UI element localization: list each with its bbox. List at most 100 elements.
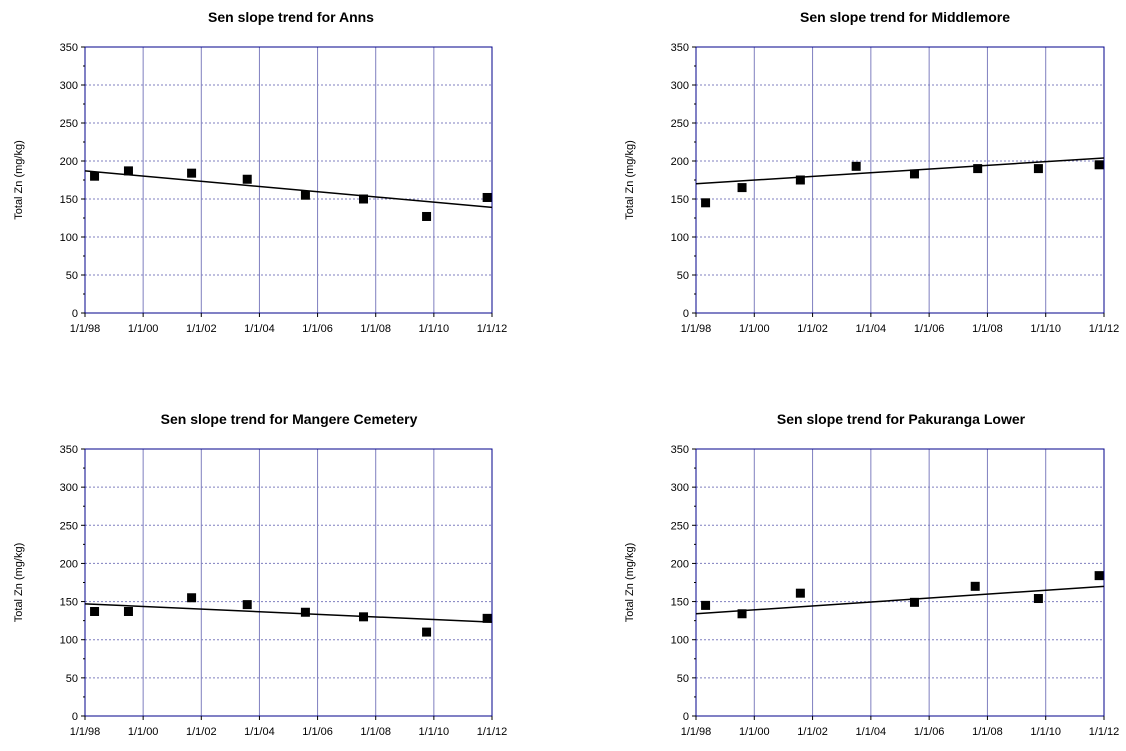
x-tick-label: 1/1/04	[856, 726, 887, 738]
x-tick-label: 1/1/98	[681, 726, 712, 738]
trend-line	[84, 603, 493, 623]
chart-panel: Sen slope trend for Pakuranga Lower 0 50 10…	[624, 411, 1119, 738]
data-point	[90, 171, 100, 181]
x-tick-label: 1/1/98	[681, 323, 712, 335]
x-tick-label: 1/1/08	[972, 726, 1003, 738]
chart-title: Sen slope trend for Middlemore	[800, 9, 1010, 25]
data-point	[123, 166, 133, 176]
x-tick-label: 1/1/12	[1089, 323, 1120, 335]
x-tick-label: 1/1/00	[128, 726, 159, 738]
y-tick-label: 350	[60, 42, 78, 54]
y-tick-label: 350	[671, 444, 689, 456]
data-point	[482, 613, 492, 623]
data-point	[1033, 164, 1043, 174]
data-point	[909, 169, 919, 179]
x-tick-label: 1/1/06	[302, 726, 333, 738]
y-tick-label: 300	[671, 80, 689, 92]
x-tick-label: 1/1/02	[186, 726, 217, 738]
y-axis-label: Total Zn (mg/kg)	[13, 140, 25, 219]
y-tick-label: 250	[671, 118, 689, 130]
data-point	[701, 198, 711, 208]
x-tick-label: 1/1/08	[360, 726, 391, 738]
x-tick-label: 1/1/08	[360, 323, 391, 335]
data-point	[300, 190, 310, 200]
x-tick-label: 1/1/04	[856, 323, 887, 335]
x-tick-label: 1/1/02	[797, 323, 828, 335]
y-tick-label: 150	[671, 597, 689, 609]
y-tick-label: 0	[683, 308, 689, 320]
y-tick-label: 0	[72, 308, 78, 320]
y-tick-label: 300	[60, 80, 78, 92]
x-tick-label: 1/1/02	[797, 726, 828, 738]
data-point	[187, 593, 197, 603]
y-tick-label: 200	[60, 156, 78, 168]
y-tick-label: 300	[60, 482, 78, 494]
data-point	[90, 606, 100, 616]
x-tick-label: 1/1/04	[244, 726, 275, 738]
data-point	[737, 183, 747, 193]
x-tick-label: 1/1/00	[739, 726, 770, 738]
x-tick-label: 1/1/04	[244, 323, 275, 335]
y-axis-label: Total Zn (mg/kg)	[624, 543, 636, 622]
x-tick-label: 1/1/10	[1030, 323, 1061, 335]
x-tick-label: 1/1/12	[1089, 726, 1120, 738]
x-tick-label: 1/1/00	[128, 323, 159, 335]
data-point	[737, 609, 747, 619]
data-point	[1033, 594, 1043, 604]
y-tick-label: 0	[72, 711, 78, 723]
x-tick-label: 1/1/08	[972, 323, 1003, 335]
y-tick-label: 250	[671, 520, 689, 532]
x-tick-label: 1/1/12	[477, 726, 508, 738]
plot-area-border	[84, 448, 493, 717]
y-tick-label: 50	[677, 270, 689, 282]
chart-title: Sen slope trend for Anns	[208, 9, 374, 25]
y-tick-label: 250	[60, 520, 78, 532]
data-point	[482, 192, 492, 202]
y-tick-label: 200	[60, 558, 78, 570]
y-tick-label: 150	[60, 597, 78, 609]
data-point	[701, 600, 711, 610]
y-tick-label: 200	[671, 156, 689, 168]
plot-area-border	[695, 448, 1105, 717]
y-tick-label: 100	[671, 635, 689, 647]
y-axis-label: Total Zn (mg/kg)	[624, 140, 636, 219]
chart-panel: Sen slope trend for Mangere Cemetery 0 50 1…	[13, 411, 507, 738]
data-point	[359, 194, 369, 204]
data-point	[1094, 160, 1104, 170]
x-tick-label: 1/1/98	[70, 323, 101, 335]
data-point	[1094, 571, 1104, 581]
trend-line	[695, 585, 1105, 615]
y-tick-label: 100	[671, 232, 689, 244]
data-point	[422, 627, 432, 637]
y-axis-label: Total Zn (mg/kg)	[13, 543, 25, 622]
chart-title: Sen slope trend for Pakuranga Lower	[777, 411, 1026, 427]
data-point	[422, 211, 432, 221]
y-tick-label: 300	[671, 482, 689, 494]
trend-line	[695, 157, 1105, 185]
chart-title: Sen slope trend for Mangere Cemetery	[161, 411, 418, 427]
y-tick-label: 50	[66, 673, 78, 685]
data-point	[300, 607, 310, 617]
data-point	[242, 174, 252, 184]
y-tick-label: 150	[671, 194, 689, 206]
chart-panel: Sen slope trend for Anns 0 50 100 150 200 250 3…	[13, 9, 507, 335]
y-tick-label: 350	[671, 42, 689, 54]
data-point	[909, 597, 919, 607]
x-tick-label: 1/1/02	[186, 323, 217, 335]
y-tick-label: 350	[60, 444, 78, 456]
data-point	[851, 161, 861, 171]
x-tick-label: 1/1/98	[70, 726, 101, 738]
data-point	[242, 600, 252, 610]
y-tick-label: 100	[60, 232, 78, 244]
data-point	[795, 175, 805, 185]
data-point	[187, 168, 197, 178]
y-tick-label: 150	[60, 194, 78, 206]
data-point	[970, 581, 980, 591]
x-tick-label: 1/1/06	[914, 726, 945, 738]
data-point	[359, 612, 369, 622]
y-tick-label: 250	[60, 118, 78, 130]
data-point	[795, 588, 805, 598]
x-tick-label: 1/1/10	[1030, 726, 1061, 738]
trend-line	[84, 170, 493, 209]
